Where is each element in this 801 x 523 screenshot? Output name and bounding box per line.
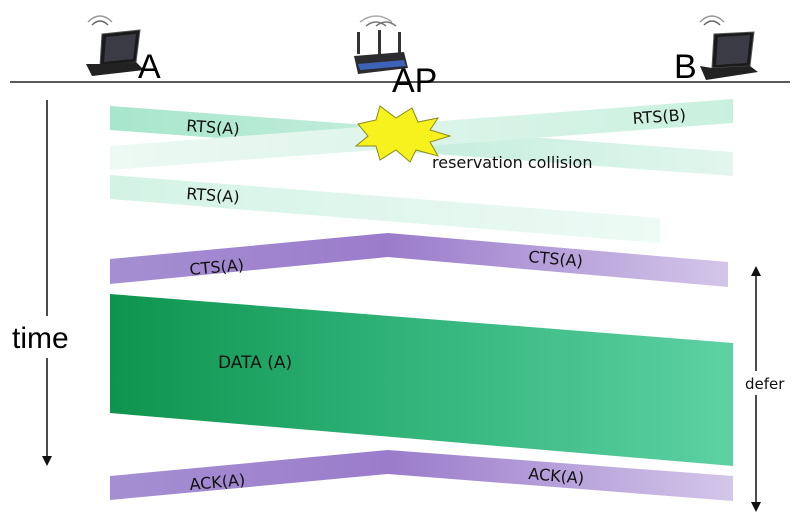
ack-a-band	[110, 450, 733, 501]
rts-a-label-2: RTS(A)	[186, 184, 241, 207]
cts-a-band	[110, 233, 728, 287]
data-a-label: DATA (A)	[218, 353, 292, 373]
router-ap-icon	[354, 15, 408, 74]
ack-a-label-left: ACK(A)	[189, 470, 246, 494]
data-a-band	[110, 294, 733, 466]
node-b-label: B	[674, 48, 697, 86]
collision-explosion-icon	[354, 105, 452, 163]
time-axis-arrowhead	[42, 456, 52, 466]
rts-b-label: RTS(B)	[632, 105, 687, 128]
ack-a-label-right: ACK(A)	[528, 464, 585, 488]
cts-a-label-left: CTS(A)	[189, 255, 245, 279]
rts-a-label-1: RTS(A)	[186, 116, 241, 139]
time-label: time	[12, 322, 69, 355]
laptop-b-icon	[699, 15, 758, 80]
node-ap-label: AP	[392, 62, 437, 100]
rts-a-band-2	[110, 175, 660, 243]
node-a-label: A	[138, 48, 161, 86]
defer-arrow-bottom-head	[751, 502, 761, 512]
reservation-collision-label: reservation collision	[432, 153, 592, 172]
defer-arrow-top-head	[751, 266, 761, 276]
defer-label: defer	[745, 375, 785, 393]
laptop-a-icon	[86, 15, 144, 76]
cts-a-label-right: CTS(A)	[528, 247, 584, 271]
